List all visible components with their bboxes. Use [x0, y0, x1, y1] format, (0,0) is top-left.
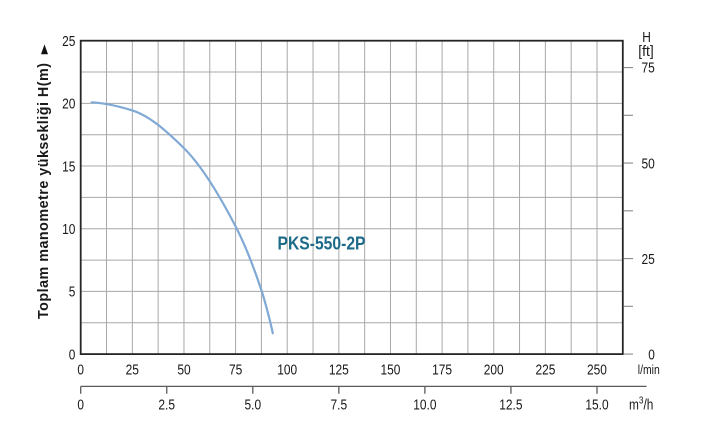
svg-text:25: 25 — [126, 361, 139, 378]
svg-text:100: 100 — [277, 361, 297, 378]
svg-text:H: H — [642, 29, 651, 46]
svg-text:0: 0 — [77, 361, 84, 378]
svg-text:m3/h: m3/h — [629, 394, 653, 413]
svg-text:l/min: l/min — [638, 362, 660, 377]
svg-text:20: 20 — [62, 96, 75, 113]
svg-text:0: 0 — [77, 397, 84, 414]
svg-text:250: 250 — [587, 361, 607, 378]
svg-text:150: 150 — [381, 361, 401, 378]
svg-text:12.5: 12.5 — [499, 397, 522, 414]
svg-text:225: 225 — [535, 361, 555, 378]
svg-text:5.0: 5.0 — [245, 397, 262, 414]
svg-text:Toplam manometre yüksekliği H(: Toplam manometre yüksekliği H(m) — [36, 63, 52, 319]
svg-text:75: 75 — [642, 60, 655, 77]
svg-text:PKS-550-2P: PKS-550-2P — [278, 234, 366, 254]
svg-text:5: 5 — [69, 284, 76, 301]
svg-text:25: 25 — [642, 251, 655, 268]
svg-text:10.0: 10.0 — [413, 397, 436, 414]
svg-text:75: 75 — [229, 361, 242, 378]
svg-text:[ft]: [ft] — [638, 43, 653, 60]
svg-text:50: 50 — [177, 361, 190, 378]
svg-text:25: 25 — [62, 33, 75, 50]
svg-text:200: 200 — [484, 361, 504, 378]
svg-text:0: 0 — [648, 346, 655, 363]
svg-text:50: 50 — [642, 155, 655, 172]
svg-text:7.5: 7.5 — [331, 397, 348, 414]
svg-text:15.0: 15.0 — [585, 397, 608, 414]
svg-text:125: 125 — [329, 361, 349, 378]
svg-text:15: 15 — [62, 158, 75, 175]
svg-text:0: 0 — [69, 346, 76, 363]
svg-text:10: 10 — [62, 221, 75, 238]
svg-text:175: 175 — [432, 361, 452, 378]
svg-text:2.5: 2.5 — [158, 397, 175, 414]
